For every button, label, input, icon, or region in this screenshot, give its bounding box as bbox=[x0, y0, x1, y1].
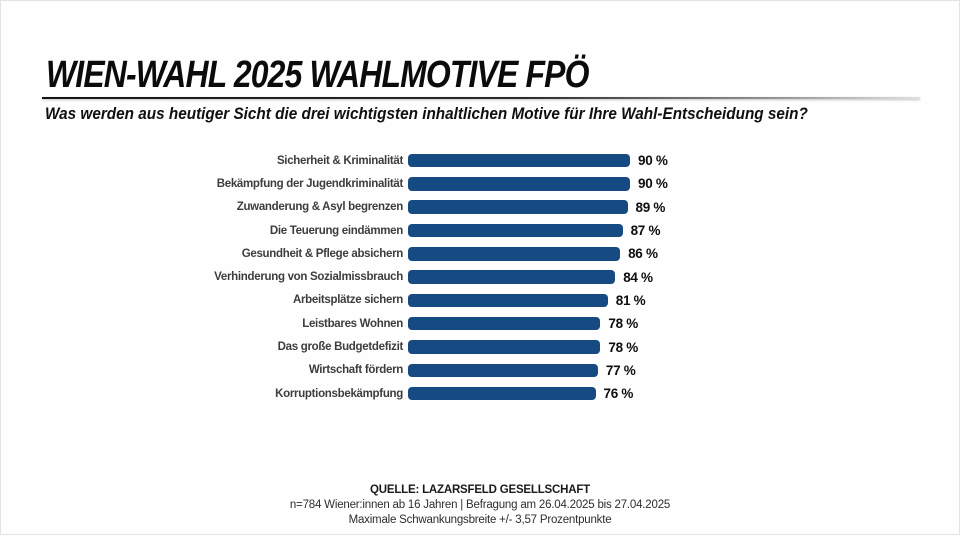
bar-value: 90 % bbox=[638, 176, 668, 192]
bar-row: Zuwanderung & Asyl begrenzen 89 % bbox=[180, 196, 800, 219]
bar-label: Bekämpfung der Jugendkriminalität bbox=[216, 177, 404, 190]
bar-row: Arbeitsplätze sichern 81 % bbox=[180, 289, 800, 312]
title-underline bbox=[42, 97, 920, 99]
bar-label: Korruptionsbekämpfung bbox=[275, 387, 403, 400]
bar-label: Die Teuerung eindämmen bbox=[269, 224, 403, 237]
bar bbox=[408, 293, 608, 308]
bar-row: Bekämpfung der Jugendkriminalität 90 % bbox=[180, 172, 800, 195]
bar-value: 76 % bbox=[603, 386, 634, 402]
bar-row: Die Teuerung eindämmen 87 % bbox=[180, 219, 800, 242]
bar bbox=[408, 200, 628, 214]
bar-label: Zuwanderung & Asyl begrenzen bbox=[236, 201, 404, 214]
bar-value: 77 % bbox=[605, 362, 636, 378]
bar-label: Das große Budgetdefizit bbox=[277, 341, 404, 354]
bar bbox=[408, 386, 596, 401]
bar-label: Arbeitsplätze sichern bbox=[292, 294, 403, 307]
bar-value: 78 % bbox=[608, 316, 638, 332]
bar-label: Sicherheit & Kriminalität bbox=[276, 154, 403, 167]
page-subtitle: Was werden aus heutiger Sicht die drei w… bbox=[45, 104, 808, 123]
bar-row: Sicherheit & Kriminalität 90 % bbox=[180, 149, 800, 172]
bar-row: Wirtschaft fördern 77 % bbox=[180, 359, 800, 382]
bar-value: 89 % bbox=[635, 199, 666, 215]
bar-label: Wirtschaft fördern bbox=[308, 364, 403, 377]
bar-label: Verhinderung von Sozialmissbrauch bbox=[214, 271, 403, 284]
bar-value: 81 % bbox=[615, 292, 646, 308]
bar-label: Leistbares Wohnen bbox=[302, 317, 403, 330]
bar-value: 87 % bbox=[630, 223, 661, 239]
bar-row: Korruptionsbekämpfung 76 % bbox=[180, 382, 800, 405]
bar-value: 86 % bbox=[628, 246, 658, 262]
bar-row: Das große Budgetdefizit 78 % bbox=[180, 335, 800, 358]
bar bbox=[408, 340, 601, 354]
footer-sample-info: n=784 Wiener:innen ab 16 Jahren | Befrag… bbox=[289, 499, 671, 511]
bar bbox=[408, 247, 621, 261]
bar bbox=[408, 270, 616, 284]
bar bbox=[408, 363, 598, 378]
bar-row: Leistbares Wohnen 78 % bbox=[180, 312, 800, 335]
bar-row: Verhinderung von Sozialmissbrauch 84 % bbox=[180, 265, 800, 288]
bar-label: Gesundheit & Pflege absichern bbox=[241, 247, 404, 260]
bar-row: Gesundheit & Pflege absichern 86 % bbox=[180, 242, 800, 265]
bar bbox=[408, 316, 601, 331]
bar bbox=[408, 177, 630, 191]
bar-value: 84 % bbox=[623, 269, 653, 285]
page-title: WIEN-WAHL 2025 WAHLMOTIVE FPÖ bbox=[46, 54, 589, 96]
bar-value: 90 % bbox=[638, 153, 668, 169]
bar-chart: Sicherheit & Kriminalität 90 % Bekämpfun… bbox=[180, 149, 800, 405]
footer-margin-info: Maximale Schwankungsbreite +/- 3,57 Proz… bbox=[348, 514, 612, 526]
bar bbox=[408, 223, 623, 238]
footer-source: QUELLE: LAZARSFELD GESELLSCHAFT bbox=[370, 484, 590, 496]
footer: QUELLE: LAZARSFELD GESELLSCHAFT n=784 Wi… bbox=[0, 484, 960, 529]
bar bbox=[408, 153, 630, 168]
bar-value: 78 % bbox=[608, 339, 638, 355]
